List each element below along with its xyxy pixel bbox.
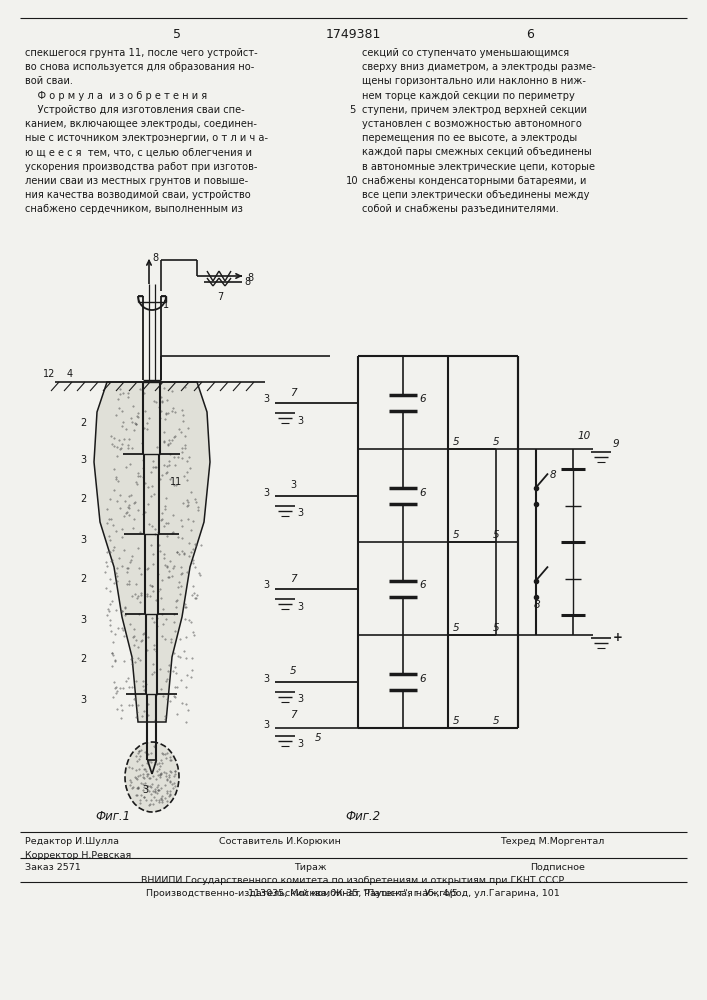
Text: 6: 6 (526, 28, 534, 41)
Text: ные с источником электроэнергии, о т л и ч а-: ные с источником электроэнергии, о т л и… (25, 133, 268, 143)
Text: 3: 3 (80, 535, 86, 545)
Text: 2: 2 (80, 654, 86, 664)
Text: 5: 5 (349, 105, 356, 115)
Text: ВНИИПИ Государственного комитета по изобретениям и открытиям при ГКНТ СССР: ВНИИПИ Государственного комитета по изоб… (141, 876, 565, 885)
Text: собой и снабжены разъединителями.: собой и снабжены разъединителями. (362, 204, 559, 214)
Text: во снова используется для образования но-: во снова используется для образования но… (25, 62, 255, 72)
Text: 5: 5 (493, 530, 500, 540)
Text: 1: 1 (163, 300, 169, 310)
Text: каждой пары смежных секций объединены: каждой пары смежных секций объединены (362, 147, 592, 157)
Text: ступени, причем электрод верхней секции: ступени, причем электрод верхней секции (362, 105, 587, 115)
Ellipse shape (125, 742, 179, 812)
Text: 6: 6 (419, 488, 426, 497)
Text: 7: 7 (290, 574, 297, 584)
Text: 3: 3 (263, 488, 269, 497)
Text: 3: 3 (263, 580, 269, 590)
Text: 3: 3 (80, 615, 86, 625)
Text: 3: 3 (290, 481, 296, 490)
Text: ния качества возводимой сваи, устройство: ния качества возводимой сваи, устройство (25, 190, 251, 200)
Text: 6: 6 (419, 394, 426, 404)
Text: перемещения по ее высоте, а электроды: перемещения по ее высоте, а электроды (362, 133, 577, 143)
Text: нем торце каждой секции по периметру: нем торце каждой секции по периметру (362, 91, 575, 101)
Text: 8: 8 (244, 277, 250, 287)
Text: +: + (613, 631, 623, 644)
Text: 7: 7 (290, 710, 297, 720)
Text: 4: 4 (67, 369, 73, 379)
Text: 5: 5 (315, 733, 322, 743)
Text: 5: 5 (453, 530, 460, 540)
Text: 2: 2 (80, 574, 86, 584)
Text: Подписное: Подписное (530, 863, 585, 872)
Text: Составитель И.Корюкин: Составитель И.Корюкин (219, 837, 341, 846)
Text: 3: 3 (80, 455, 86, 465)
Text: 5: 5 (493, 437, 500, 447)
Text: 2: 2 (80, 418, 86, 428)
Text: снабжены конденсаторными батареями, и: снабжены конденсаторными батареями, и (362, 176, 586, 186)
Text: Корректор Н.Ревская: Корректор Н.Ревская (25, 851, 132, 860)
Text: 9: 9 (613, 439, 619, 449)
Text: 6: 6 (419, 674, 426, 684)
Text: 113035, Москва, Ж-35, Раушская наб., 4/5: 113035, Москва, Ж-35, Раушская наб., 4/5 (248, 889, 458, 898)
Text: Фиг.1: Фиг.1 (95, 810, 130, 823)
Text: ю щ е е с я  тем, что, с целью облегчения и: ю щ е е с я тем, что, с целью облегчения… (25, 147, 252, 157)
Text: ускорения производства работ при изготов-: ускорения производства работ при изготов… (25, 162, 257, 172)
Text: 7: 7 (217, 292, 223, 302)
Text: 7: 7 (290, 387, 297, 397)
Text: сверху вниз диаметром, а электроды разме-: сверху вниз диаметром, а электроды разме… (362, 62, 596, 72)
Text: 3: 3 (263, 720, 269, 730)
Text: секций со ступенчато уменьшающимся: секций со ступенчато уменьшающимся (362, 48, 569, 58)
Text: лении сваи из местных грунтов и повыше-: лении сваи из местных грунтов и повыше- (25, 176, 248, 186)
Text: снабжено сердечником, выполненным из: снабжено сердечником, выполненным из (25, 204, 243, 214)
Text: 3: 3 (297, 416, 303, 426)
Text: 3: 3 (263, 394, 269, 404)
Text: 5: 5 (493, 623, 500, 633)
Text: Заказ 2571: Заказ 2571 (25, 863, 81, 872)
Text: 8: 8 (550, 471, 556, 481)
Text: 11: 11 (170, 477, 182, 487)
Text: 3: 3 (297, 739, 303, 749)
Text: Тираж: Тираж (293, 863, 326, 872)
Text: 5: 5 (453, 623, 460, 633)
Text: Техред М.Моргентал: Техред М.Моргентал (500, 837, 604, 846)
Text: 5: 5 (173, 28, 181, 41)
Text: канием, включающее электроды, соединен-: канием, включающее электроды, соединен- (25, 119, 257, 129)
Text: Ф о р м у л а  и з о б р е т е н и я: Ф о р м у л а и з о б р е т е н и я (25, 91, 207, 101)
Text: 3: 3 (297, 508, 303, 518)
Polygon shape (94, 382, 210, 722)
Text: установлен с возможностью автономного: установлен с возможностью автономного (362, 119, 582, 129)
Text: Редактор И.Шулла: Редактор И.Шулла (25, 837, 119, 846)
Text: 2: 2 (80, 494, 86, 504)
Text: все цепи электрически объединены между: все цепи электрически объединены между (362, 190, 590, 200)
Text: щены горизонтально или наклонно в ниж-: щены горизонтально или наклонно в ниж- (362, 76, 586, 86)
Text: 12: 12 (43, 369, 55, 379)
Text: Производственно-издательский комбинат "Патент", г. Ужгород, ул.Гагарина, 101: Производственно-издательский комбинат "П… (146, 889, 560, 898)
Text: Устройство для изготовления сваи спе-: Устройство для изготовления сваи спе- (25, 105, 245, 115)
Text: спекшегося грунта 11, после чего устройст-: спекшегося грунта 11, после чего устройс… (25, 48, 258, 58)
Text: 5: 5 (290, 666, 297, 676)
Text: 5: 5 (453, 437, 460, 447)
Text: 5: 5 (453, 716, 460, 726)
Text: 3: 3 (263, 674, 269, 684)
Text: в автономные электрические цепи, которые: в автономные электрические цепи, которые (362, 162, 595, 172)
Text: 8: 8 (534, 600, 541, 610)
Text: Фиг.2: Фиг.2 (345, 810, 380, 823)
Text: 3: 3 (80, 695, 86, 705)
Text: 3: 3 (297, 694, 303, 704)
Text: 6: 6 (419, 580, 426, 590)
Text: 10: 10 (346, 176, 358, 186)
Text: вой сваи.: вой сваи. (25, 76, 73, 86)
Text: 5: 5 (493, 716, 500, 726)
Text: 8: 8 (247, 273, 253, 283)
Text: 10: 10 (578, 431, 591, 441)
Text: 3: 3 (297, 601, 303, 611)
Text: 8: 8 (152, 253, 158, 263)
Text: 3: 3 (142, 785, 148, 795)
Text: 1749381: 1749381 (325, 28, 380, 41)
